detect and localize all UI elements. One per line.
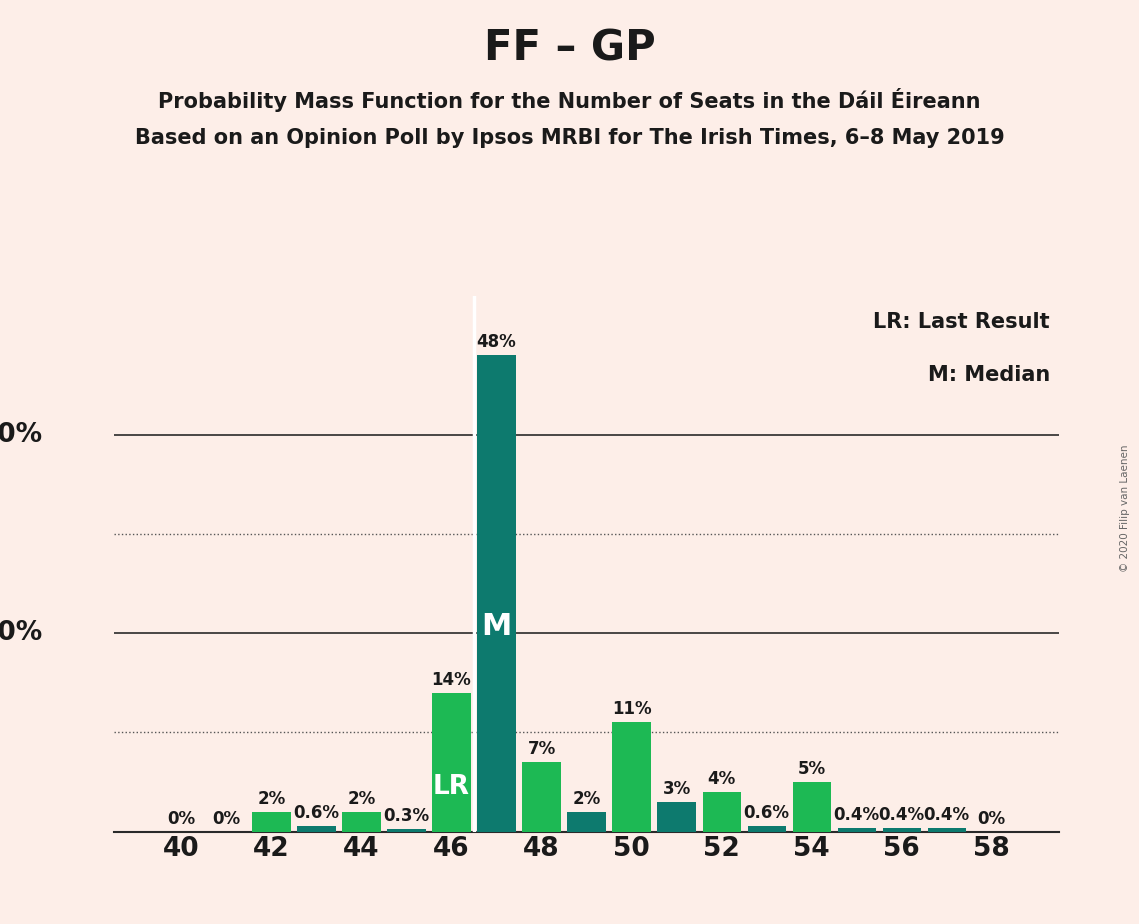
- Text: © 2020 Filip van Laenen: © 2020 Filip van Laenen: [1120, 444, 1130, 572]
- Text: 3%: 3%: [663, 780, 690, 797]
- Text: 0.6%: 0.6%: [744, 804, 789, 821]
- Text: 4%: 4%: [707, 770, 736, 788]
- Text: 2%: 2%: [573, 790, 600, 808]
- Text: 0%: 0%: [167, 809, 196, 828]
- Text: 0%: 0%: [977, 809, 1006, 828]
- Text: 7%: 7%: [527, 740, 556, 759]
- Text: 0.6%: 0.6%: [294, 804, 339, 821]
- Bar: [343, 812, 380, 832]
- Bar: [747, 826, 786, 832]
- Bar: [613, 723, 650, 832]
- Text: 20%: 20%: [0, 620, 43, 646]
- Text: Probability Mass Function for the Number of Seats in the Dáil Éireann: Probability Mass Function for the Number…: [158, 88, 981, 112]
- Bar: [567, 812, 606, 832]
- Bar: [927, 828, 966, 832]
- Text: 0.4%: 0.4%: [834, 806, 879, 823]
- Bar: [523, 762, 560, 832]
- Bar: [433, 693, 470, 832]
- Bar: [253, 812, 290, 832]
- Text: 5%: 5%: [797, 760, 826, 778]
- Bar: [657, 802, 696, 832]
- Text: 0.4%: 0.4%: [878, 806, 925, 823]
- Text: LR: LR: [433, 774, 470, 800]
- Text: 0%: 0%: [212, 809, 240, 828]
- Bar: [837, 828, 876, 832]
- Text: 48%: 48%: [477, 334, 516, 351]
- Text: 14%: 14%: [432, 671, 472, 688]
- Text: 11%: 11%: [612, 700, 652, 719]
- Bar: [793, 782, 830, 832]
- Text: Based on an Opinion Poll by Ipsos MRBI for The Irish Times, 6–8 May 2019: Based on an Opinion Poll by Ipsos MRBI f…: [134, 128, 1005, 148]
- Text: 2%: 2%: [347, 790, 376, 808]
- Text: 2%: 2%: [257, 790, 286, 808]
- Bar: [387, 829, 426, 832]
- Bar: [883, 828, 920, 832]
- Text: 0.4%: 0.4%: [924, 806, 969, 823]
- Bar: [703, 792, 740, 832]
- Text: LR: Last Result: LR: Last Result: [874, 311, 1050, 332]
- Text: 0.3%: 0.3%: [384, 807, 429, 824]
- Text: FF – GP: FF – GP: [484, 28, 655, 69]
- Text: M: Median: M: Median: [927, 365, 1050, 385]
- Bar: [297, 826, 336, 832]
- Text: M: M: [482, 613, 511, 641]
- Bar: [477, 355, 516, 832]
- Text: 40%: 40%: [0, 421, 43, 447]
